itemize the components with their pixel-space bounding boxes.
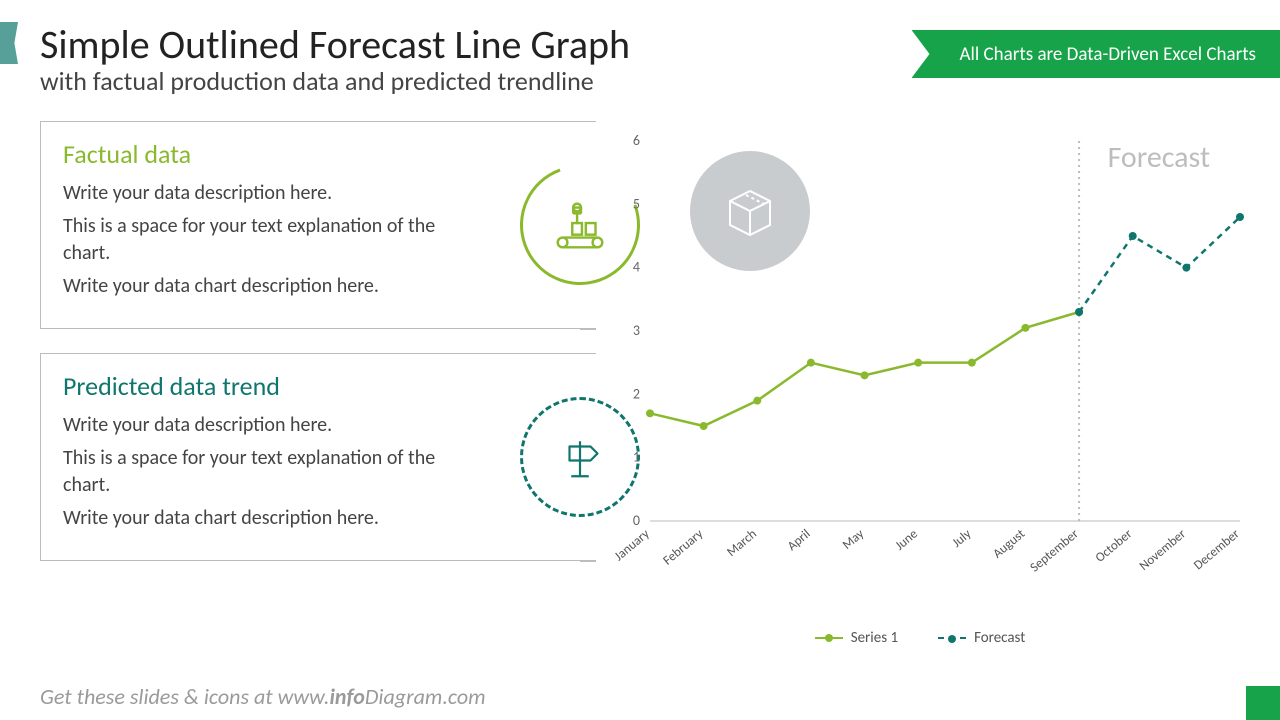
ribbon-text: All Charts are Data-Driven Excel Charts [960,43,1257,66]
card-predicted: Predicted data trend Write your data des… [40,353,580,561]
svg-text:4: 4 [633,259,640,276]
legend-series1: Series 1 [815,629,898,647]
svg-text:August: August [990,526,1028,561]
card-text: Write your data chart description here. [63,505,450,532]
svg-text:5: 5 [633,195,640,212]
svg-text:0: 0 [633,512,640,529]
svg-text:September: September [1027,526,1082,575]
svg-text:2: 2 [633,385,640,402]
chart-legend: Series 1 Forecast [600,629,1240,647]
svg-text:November: November [1137,526,1190,574]
legend-label: Forecast [974,629,1025,647]
info-ribbon: All Charts are Data-Driven Excel Charts [912,30,1280,78]
card-predicted-heading: Predicted data trend [63,370,450,402]
svg-text:March: March [724,526,760,559]
line-chart: 0 1 2 3 4 5 6 JanuaryFebruary March April May June J… [600,131,1260,621]
svg-text:July: July [950,526,975,550]
svg-text:May: May [840,527,867,553]
footer-bold: info [329,683,364,710]
corner-accent [1246,686,1280,720]
card-text: Write your data description here. [63,180,450,207]
svg-text:February: February [660,527,706,569]
card-factual: Factual data Write your data description… [40,121,580,329]
svg-text:6: 6 [633,132,640,149]
card-text: Write your data description here. [63,412,450,439]
footer-text: Get these slides & icons at www.infoDiag… [40,683,486,710]
svg-text:October: October [1093,526,1136,565]
edge-accent [0,22,18,64]
card-text: This is a space for your text explanatio… [63,213,450,267]
svg-text:3: 3 [633,322,640,339]
footer-prefix: Get these slides & icons at www. [40,683,329,710]
chart-area: Forecast 0 1 2 3 4 5 6 JanuaryFebruary March Apri… [600,121,1240,651]
svg-text:January: January [612,527,653,565]
svg-text:1: 1 [633,449,640,466]
legend-forecast: Forecast [938,629,1025,647]
card-text: Write your data chart description here. [63,273,450,300]
card-factual-heading: Factual data [63,138,450,170]
left-column: Factual data Write your data description… [40,121,580,651]
legend-label: Series 1 [851,629,898,647]
footer-rest: Diagram.com [365,683,486,710]
svg-text:June: June [893,527,921,554]
svg-text:April: April [785,527,814,554]
card-text: This is a space for your text explanatio… [63,445,450,499]
svg-text:December: December [1191,526,1243,573]
